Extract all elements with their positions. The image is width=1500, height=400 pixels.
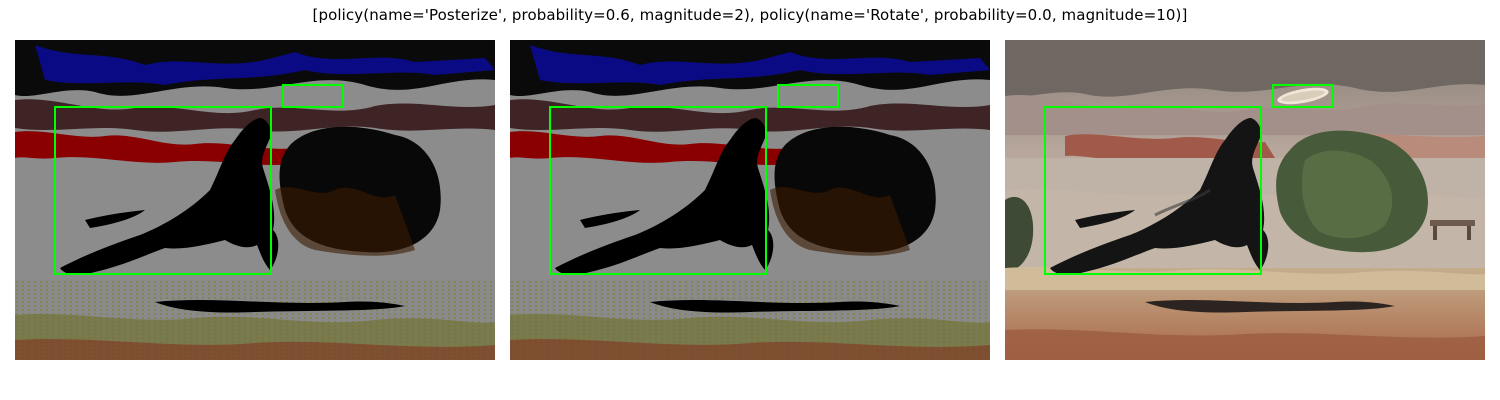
posterized-photo-1 — [15, 40, 495, 360]
image-panel-original — [1005, 40, 1485, 360]
bounding-box-dog — [1044, 106, 1262, 275]
bounding-box-frisbee — [777, 84, 839, 108]
image-panel-posterized-1 — [15, 40, 495, 360]
original-photo — [1005, 40, 1485, 360]
bounding-box-frisbee — [282, 84, 344, 108]
bounding-box-frisbee — [1272, 84, 1334, 108]
posterized-photo-2 — [510, 40, 990, 360]
bounding-box-dog — [54, 106, 272, 275]
bounding-box-dog — [549, 106, 767, 275]
image-panel-posterized-2 — [510, 40, 990, 360]
figure-title: [policy(name='Posterize', probability=0.… — [312, 6, 1188, 24]
